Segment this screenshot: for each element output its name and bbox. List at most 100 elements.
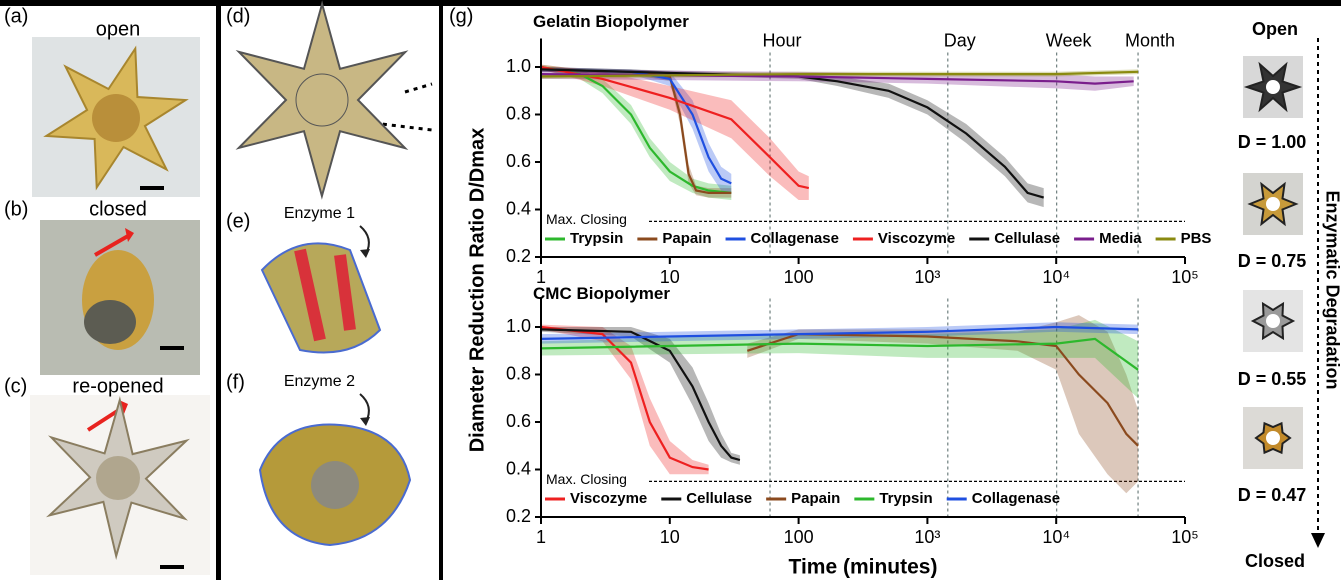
legend-label: Collagenase: [972, 490, 1060, 507]
caption: open: [96, 18, 141, 40]
x-tick-label: 10⁵: [1171, 267, 1198, 287]
caption: re-opened: [72, 375, 163, 397]
arrow-head: [360, 417, 370, 426]
scale-bar: [160, 565, 184, 569]
x-tick-label: 10⁴: [1042, 527, 1070, 547]
scale-bar: [140, 186, 164, 190]
device-core: [1266, 80, 1280, 94]
panel-label: (f): [226, 371, 245, 393]
x-tick-label: 1: [536, 527, 546, 547]
legend-label: Media: [1099, 230, 1142, 247]
legend-label: Collagenase: [751, 230, 839, 247]
top-border: [0, 0, 1341, 6]
y-tick-label: 0.8: [506, 363, 531, 383]
legend-label: Viscozyme: [570, 490, 647, 507]
error-band: [541, 67, 1044, 208]
device-core: [1266, 197, 1280, 211]
arrow-head: [125, 228, 134, 242]
panel-label: (c): [4, 375, 27, 397]
device-core: [92, 94, 140, 142]
panel-label: (b): [4, 198, 28, 220]
legend-label: Cellulase: [686, 490, 752, 507]
max-closing-label: Max. Closing: [546, 211, 627, 227]
chart-title: Gelatin Biopolymer: [533, 12, 689, 31]
caption: Enzyme 2: [284, 373, 355, 390]
state-value: D = 0.55: [1238, 369, 1307, 389]
reference-label: Day: [944, 30, 976, 50]
x-tick-label: 100: [784, 267, 814, 287]
y-tick-label: 0.2: [506, 506, 531, 526]
x-tick-label: 1: [536, 267, 546, 287]
line: [540, 325, 1139, 340]
legend-label: PBS: [1181, 230, 1212, 247]
line: [540, 65, 810, 190]
arrow-head: [360, 249, 370, 258]
state-value: D = 1.00: [1238, 132, 1307, 152]
axes: [540, 38, 1185, 258]
panel-label: (g): [449, 5, 473, 27]
line: [540, 325, 709, 471]
y-axis-label: Diameter Reduction Ratio D/Dmax: [466, 128, 488, 453]
line: [540, 70, 1139, 78]
panel-label: (a): [4, 5, 28, 27]
y-tick-label: 0.8: [506, 103, 531, 123]
legend-label: Trypsin: [879, 490, 932, 507]
y-tick-label: 0.4: [506, 198, 531, 218]
state-value: D = 0.75: [1238, 251, 1307, 271]
y-tick-label: 1.0: [506, 316, 531, 336]
arrow: [94, 234, 129, 257]
device-core: [96, 456, 140, 500]
legend-label: Trypsin: [570, 230, 623, 247]
y-tick-label: 0.4: [506, 458, 531, 478]
max-closing-label: Max. Closing: [546, 471, 627, 487]
axes: [540, 298, 1185, 518]
x-tick-label: 100: [784, 527, 814, 547]
line: [540, 68, 1045, 199]
state-label: Closed: [1245, 551, 1305, 571]
x-tick-label: 10⁵: [1171, 527, 1198, 547]
panel-label: (d): [226, 5, 250, 27]
line: [540, 73, 1134, 85]
device-core: [295, 73, 349, 127]
state-value: D = 0.47: [1238, 485, 1307, 505]
reference-label: Hour: [763, 30, 802, 50]
line: [540, 328, 741, 462]
line: [746, 332, 1139, 447]
device-core: [1266, 314, 1280, 328]
legend-label: Papain: [662, 230, 711, 247]
error-band: [541, 67, 732, 193]
reference-label: Month: [1125, 30, 1175, 50]
chart-title: CMC Biopolymer: [533, 284, 670, 303]
y-tick-label: 0.2: [506, 246, 531, 266]
x-tick-label: 10⁴: [1042, 267, 1070, 287]
device-core: [311, 461, 359, 509]
y-tick-label: 0.6: [506, 411, 531, 431]
legend-label: Viscozyme: [878, 230, 955, 247]
x-tick-label: 10: [660, 267, 680, 287]
legend-label: Papain: [791, 490, 840, 507]
caption: closed: [89, 198, 147, 220]
device: [84, 300, 136, 344]
legend-label: Cellulase: [994, 230, 1060, 247]
y-tick-label: 0.6: [506, 151, 531, 171]
line: [540, 337, 1139, 371]
x-tick-label: 10³: [914, 267, 940, 287]
device: [294, 248, 356, 342]
divider: [216, 0, 221, 580]
scale-bar: [160, 346, 184, 350]
state-label: Open: [1252, 19, 1298, 39]
arrow-label: Enzymatic Degradation: [1322, 190, 1341, 389]
line: [540, 65, 732, 194]
x-tick-label: 10³: [914, 527, 940, 547]
error-band: [541, 324, 709, 475]
panel-label: (e): [226, 210, 250, 232]
error-band: [747, 315, 1139, 494]
error-band: [541, 327, 740, 465]
device-core: [1266, 431, 1280, 445]
error-band: [541, 64, 732, 200]
x-tick-label: 10: [660, 527, 680, 547]
caption: Enzyme 1: [284, 205, 355, 222]
divider: [439, 0, 443, 580]
